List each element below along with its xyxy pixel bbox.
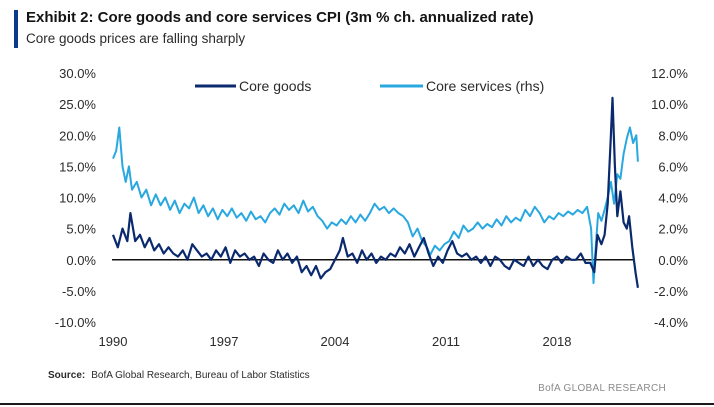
x-tick-label: 1990 (99, 334, 128, 349)
core-services-line (112, 126, 639, 285)
x-tick-label: 2011 (432, 334, 460, 349)
core-goods-line (111, 96, 639, 288)
y-right-tick-label: -2.0% (654, 284, 688, 299)
x-tick-label: 2018 (543, 334, 572, 349)
y-axis-right: 12.0% 10.0% 8.0% 6.0% 4.0% 2.0% 0.0% -2.0% -4.0% (651, 66, 688, 330)
legend-core-goods: Core goods (195, 78, 311, 94)
y-right-tick-label: -4.0% (654, 315, 688, 330)
y-left-tick-label: -5.0% (62, 284, 96, 299)
chart-title: Exhibit 2: Core goods and core services … (26, 9, 534, 26)
legend-core-services: Core services (rhs) (380, 78, 544, 94)
y-left-tick-label: 0.0% (66, 253, 96, 268)
source-text: BofA Global Research, Bureau of Labor St… (91, 370, 310, 381)
x-tick-label: 2004 (321, 334, 350, 349)
title-accent-bar (14, 10, 18, 48)
y-right-tick-label: 10.0% (651, 97, 688, 112)
bottom-rule (0, 403, 714, 405)
source-label: Source: (48, 370, 86, 381)
y-left-tick-label: 25.0% (59, 97, 96, 112)
y-right-tick-label: 8.0% (658, 128, 688, 143)
y-left-tick-label: 5.0% (66, 222, 96, 237)
legend: Core goods Core services (rhs) (195, 78, 544, 94)
series-layer (111, 96, 639, 288)
y-right-tick-label: 6.0% (658, 159, 688, 174)
x-axis: 1990 1997 2004 2011 2018 (99, 334, 572, 349)
source-note: Source: BofA Global Research, Bureau of L… (48, 370, 310, 381)
y-left-tick-label: 30.0% (59, 66, 96, 81)
legend-core-services-label: Core services (rhs) (426, 78, 544, 94)
chart-subtitle: Core goods prices are falling sharply (26, 31, 246, 46)
y-left-tick-label: -10.0% (55, 315, 97, 330)
y-right-tick-label: 12.0% (651, 66, 688, 81)
x-tick-label: 1997 (210, 334, 239, 349)
brand-footer: BofA GLOBAL RESEARCH (538, 383, 666, 394)
y-left-tick-label: 15.0% (59, 159, 96, 174)
y-axis-left: 30.0% 25.0% 20.0% 15.0% 10.0% 5.0% 0.0% -5.0% -1… (55, 66, 97, 330)
y-left-tick-label: 20.0% (59, 128, 96, 143)
y-right-tick-label: 2.0% (658, 222, 688, 237)
y-right-tick-label: 0.0% (658, 253, 688, 268)
legend-core-goods-label: Core goods (239, 78, 311, 94)
y-right-tick-label: 4.0% (658, 191, 688, 206)
y-left-tick-label: 10.0% (59, 191, 96, 206)
